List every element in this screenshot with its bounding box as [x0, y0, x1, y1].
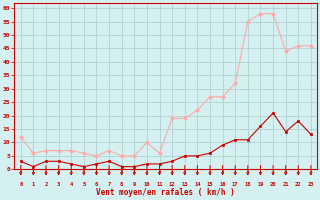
X-axis label: Vent moyen/en rafales ( km/h ): Vent moyen/en rafales ( km/h )	[96, 188, 235, 197]
